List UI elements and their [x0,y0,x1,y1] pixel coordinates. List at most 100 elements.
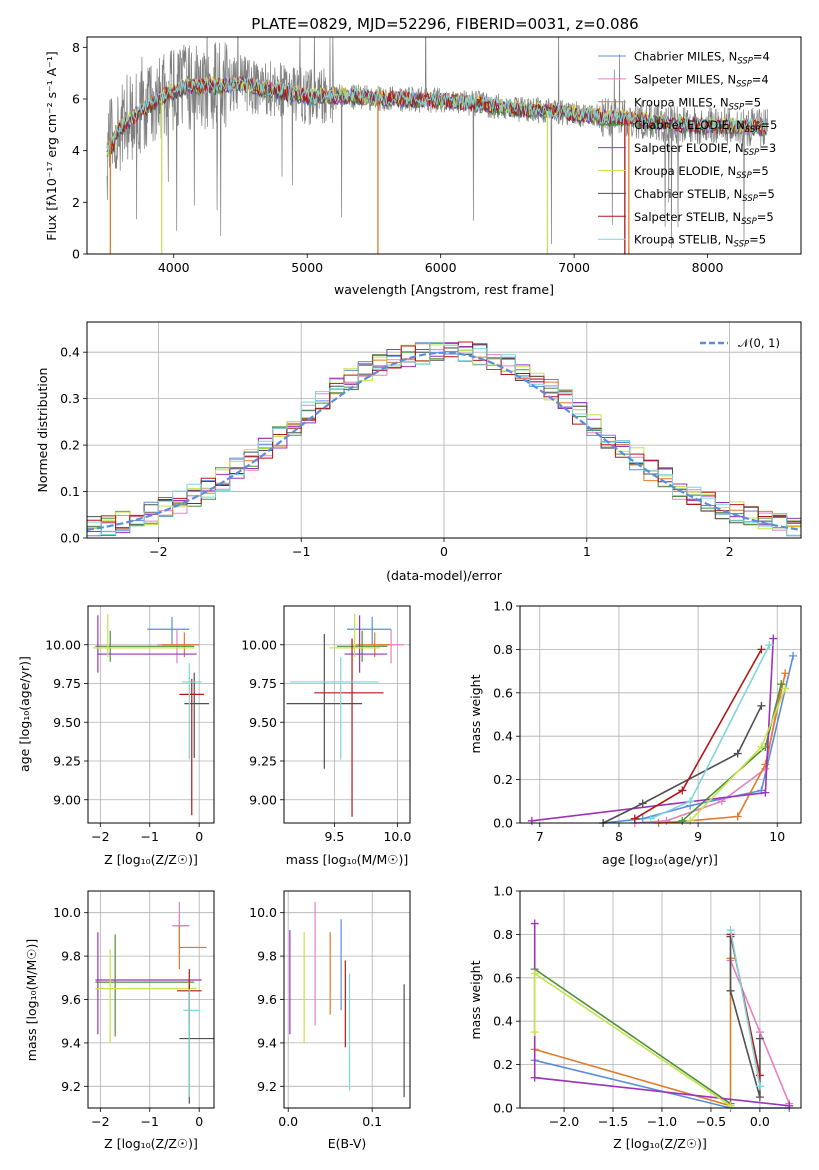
histogram-ylabel: Normed distribution [35,368,50,493]
x-tick-label: 0.0 [278,1114,298,1129]
x-tick-label: −2.0 [549,1114,579,1129]
weight-marker-kroupa_miles [781,669,790,678]
weight-age-frame [519,605,802,824]
legend-subscript: SSP [736,171,752,181]
weight-marker-chabrier_miles [789,651,798,660]
weight-marker-salpeter_stelib [678,786,687,795]
histogram-kroupa_stelib [87,341,801,538]
weight-marker-salpeter_miles [662,816,671,825]
spectrum-title: PLATE=0829, MJD=52296, FIBERID=0031, z=0… [251,15,638,33]
legend-value: =3 [759,141,776,155]
x-tick-label: 0.1 [362,1114,382,1129]
x-tick-label: −2 [91,1114,109,1129]
y-tick-label: 0.2 [60,438,80,453]
y-tick-label: 9.4 [61,1035,81,1050]
legend-label: Chabrier STELIB, N [634,187,742,201]
legend-entry-chabrier_stelib: Chabrier STELIB, NSSP=5 [634,187,775,204]
weight-age-xlabel: age [log₁₀(age/yr)] [602,852,718,867]
legend-subscript: SSP [745,125,761,135]
y-tick-label: 9.2 [257,1079,277,1094]
y-tick-label: 0.8 [493,927,513,942]
x-tick-label: −2 [149,544,167,559]
weight-marker-kroupa_stelib [726,926,735,935]
weight-line-chabrier_stelib [729,936,761,1098]
age-metallicity-frame [87,605,215,824]
y-tick-label: 2 [72,195,80,210]
y-tick-label: 0.4 [493,729,513,744]
y-tick-label: 0.0 [493,1101,513,1116]
legend-value: =5 [744,95,761,109]
x-tick-label: 0 [195,1114,203,1129]
y-tick-label: 4 [72,143,80,158]
x-tick-label: 1 [583,544,591,559]
x-tick-label: 10 [769,829,785,844]
y-tick-label: 0.6 [493,685,513,700]
spectrum-ylabel: Flux [fλ10⁻¹⁷ erg cm⁻² s⁻¹ A⁻¹] [44,51,59,240]
weight-marker-chabrier_stelib [733,749,742,758]
weight-marker-kroupa_elodie [757,743,766,752]
age-mass-xlabel: mass [log₁₀(M/M☉)] [286,852,408,867]
x-tick-label: 2 [726,544,734,559]
y-tick-label: 0.1 [60,484,80,499]
weight-line-salpeter_elodie [531,638,775,822]
legend-value: =4 [753,50,770,64]
x-tick-label: −1 [141,1114,159,1129]
y-tick-label: 10.0 [53,905,81,920]
weight-marker-chabrier_stelib [726,986,735,995]
legend-label: Salpeter MILES, N [634,72,736,86]
weight-marker-kroupa_miles [761,760,770,769]
weight-vs-metallicity-panel: −2.0 −1.5 −1.0 −0.5 0.0 0.0 0.2 0.4 0.6 0.8 1.0 Z … [468,884,802,1151]
hist-lines [87,341,801,538]
y-tick-label: 9.25 [249,754,277,769]
weight-metallicity-ylabel: mass weight [468,960,483,1039]
weight-line-chabrier_elodie [534,968,731,1105]
errorbars [95,901,214,1104]
y-tick-label: 0.3 [60,391,80,406]
x-tick-label: 9 [694,829,702,844]
y-tick-label: 9.6 [61,992,81,1007]
age-metallicity-ylabel: age [log₁₀(age/yr)] [17,656,32,772]
legend-entry-chabrier_miles: Chabrier MILES, NSSP=4 [634,50,770,67]
legend-subscript: SSP [741,217,757,227]
y-tick-label: 9.50 [249,715,277,730]
weight-marker-chabrier_stelib [638,799,647,808]
normal-legend-label: 𝒩(0, 1) [738,336,780,350]
y-tick-label: 0.2 [493,772,513,787]
legend-entry-salpeter_elodie: Salpeter ELODIE, NSSP=3 [634,141,776,158]
y-tick-label: 9.75 [249,676,277,691]
legend-subscript: SSP [729,102,745,112]
weight-metallicity-frame [519,890,802,1109]
x-tick-label: 5000 [291,260,323,275]
x-tick-label: 0 [440,544,448,559]
weight-line-kroupa_stelib [729,929,761,1087]
legend-value: =4 [752,72,769,86]
weight-marker-kroupa_stelib [646,814,655,823]
legend-label: Chabrier MILES, N [634,50,737,64]
legend-value: =5 [757,210,774,224]
x-tick-label: −1 [141,829,159,844]
y-tick-label: 0.2 [493,1057,513,1072]
weight-marker-kroupa_miles [733,812,742,821]
age-metallicity-xlabel: Z [log₁₀(Z/Z☉)] [104,852,198,867]
legend-label: Salpeter ELODIE, N [634,141,744,155]
mass-vs-metallicity-panel: −2 −1 0 9.2 9.4 9.6 9.8 10.0 Z [log₁₀(Z/Z☉)] ma… [24,890,215,1151]
x-tick-label: 0 [195,829,203,844]
y-tick-label: 9.25 [53,754,81,769]
weight-marker-chabrier_stelib [755,1034,764,1043]
x-tick-label: 10.0 [383,829,411,844]
histogram-legend: 𝒩(0, 1) [700,336,780,350]
errorbars [92,613,210,816]
y-tick-label: 6 [72,92,80,107]
y-tick-label: 0.0 [60,531,80,546]
y-tick-label: 9.4 [257,1035,277,1050]
legend-entry-kroupa_miles: Kroupa MILES, NSSP=5 [634,95,761,112]
mass-metallicity-xlabel: Z [log₁₀(Z/Z☉)] [104,1136,198,1151]
weight-marker-salpeter_stelib [630,814,639,823]
x-tick-label: 8000 [692,260,724,275]
weight-marker-salpeter_stelib [757,645,766,654]
weight-marker-chabrier_elodie [777,680,786,689]
mass-extinction-xlabel: E(B-V) [328,1136,367,1151]
mass-metallicity-ylabel: mass [log₁₀(M/M☉)] [24,939,39,1061]
y-tick-label: 10.0 [249,905,277,920]
